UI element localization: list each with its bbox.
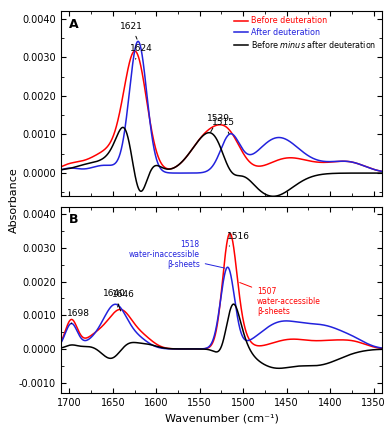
Text: 1539: 1539 [207, 114, 230, 132]
Text: 1507
water-accessible
β-sheets: 1507 water-accessible β-sheets [240, 283, 321, 316]
Text: 1698: 1698 [67, 309, 90, 324]
Text: 1515: 1515 [212, 118, 235, 134]
Text: 1621: 1621 [120, 22, 143, 39]
Text: 1640: 1640 [103, 289, 126, 311]
Text: Absorbance: Absorbance [9, 167, 19, 233]
Legend: Before deuteration, After deuteration, Before $\it{minus}$ after deuteration: Before deuteration, After deuteration, B… [232, 15, 378, 51]
Text: 1646: 1646 [112, 290, 135, 307]
Text: A: A [69, 18, 78, 31]
Text: 1624: 1624 [130, 44, 153, 59]
Text: 1518
water-inaccessible
β-sheets: 1518 water-inaccessible β-sheets [129, 240, 225, 270]
Text: 1516: 1516 [227, 232, 250, 246]
X-axis label: Wavenumber (cm⁻¹): Wavenumber (cm⁻¹) [165, 413, 278, 423]
Text: B: B [69, 213, 78, 226]
